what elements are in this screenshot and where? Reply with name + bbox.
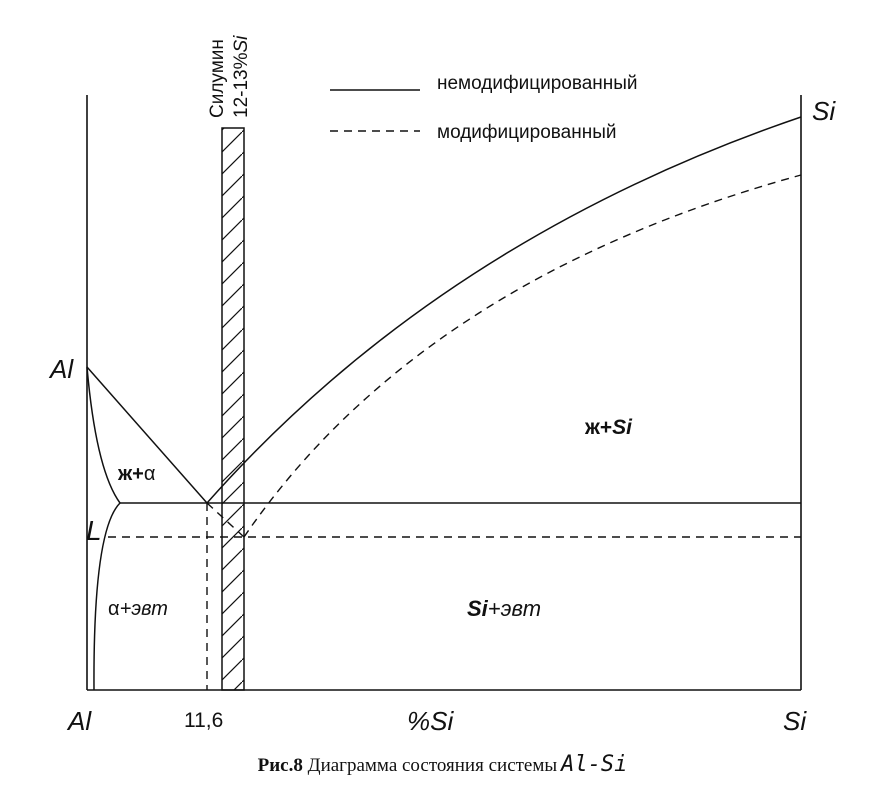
system-name: Al-Si [561, 752, 628, 777]
x-axis-right-label: Si [783, 706, 807, 736]
liquidus-al-side [86, 366, 208, 504]
silumin-label: Силумин 12-13%Si [207, 35, 252, 118]
liquidus-si-side [206, 116, 802, 504]
x-axis-left-label: Al [66, 706, 92, 736]
modified-liquidus-si-side [243, 174, 802, 538]
si-top-label: Si [812, 96, 836, 126]
legend-solid-label: немодифицированный [437, 73, 638, 94]
region-alpha-eutectic: α+эвт [108, 598, 168, 620]
alpha-point-mark: L [86, 515, 102, 546]
svg-text:Силумин: Силумин [207, 39, 228, 118]
svg-text:12-13%Si: 12-13%Si [231, 35, 252, 118]
x-axis-tick-label: 11,6 [184, 709, 223, 732]
figure-title: Диаграмма состояния системы [307, 755, 558, 776]
region-liquid-alpha: ж+α [117, 463, 155, 485]
legend-dashed-label: модифицированный [437, 122, 617, 143]
region-si-eutectic: Si+эвт [467, 596, 541, 621]
al-top-label: Al [48, 354, 74, 384]
figure-caption: Рис.8 Диаграмма состояния системы Al-Si [0, 752, 885, 777]
silumin-band [221, 127, 245, 691]
figure-number: Рис.8 [257, 755, 303, 776]
al-si-phase-diagram: немодифицированный модифицированный Силу… [48, 35, 836, 736]
region-liquid-si: ж+Si [584, 416, 633, 439]
solidus-curve [86, 366, 121, 504]
solvus-curve [93, 502, 121, 691]
x-axis-title: %Si [407, 706, 454, 736]
